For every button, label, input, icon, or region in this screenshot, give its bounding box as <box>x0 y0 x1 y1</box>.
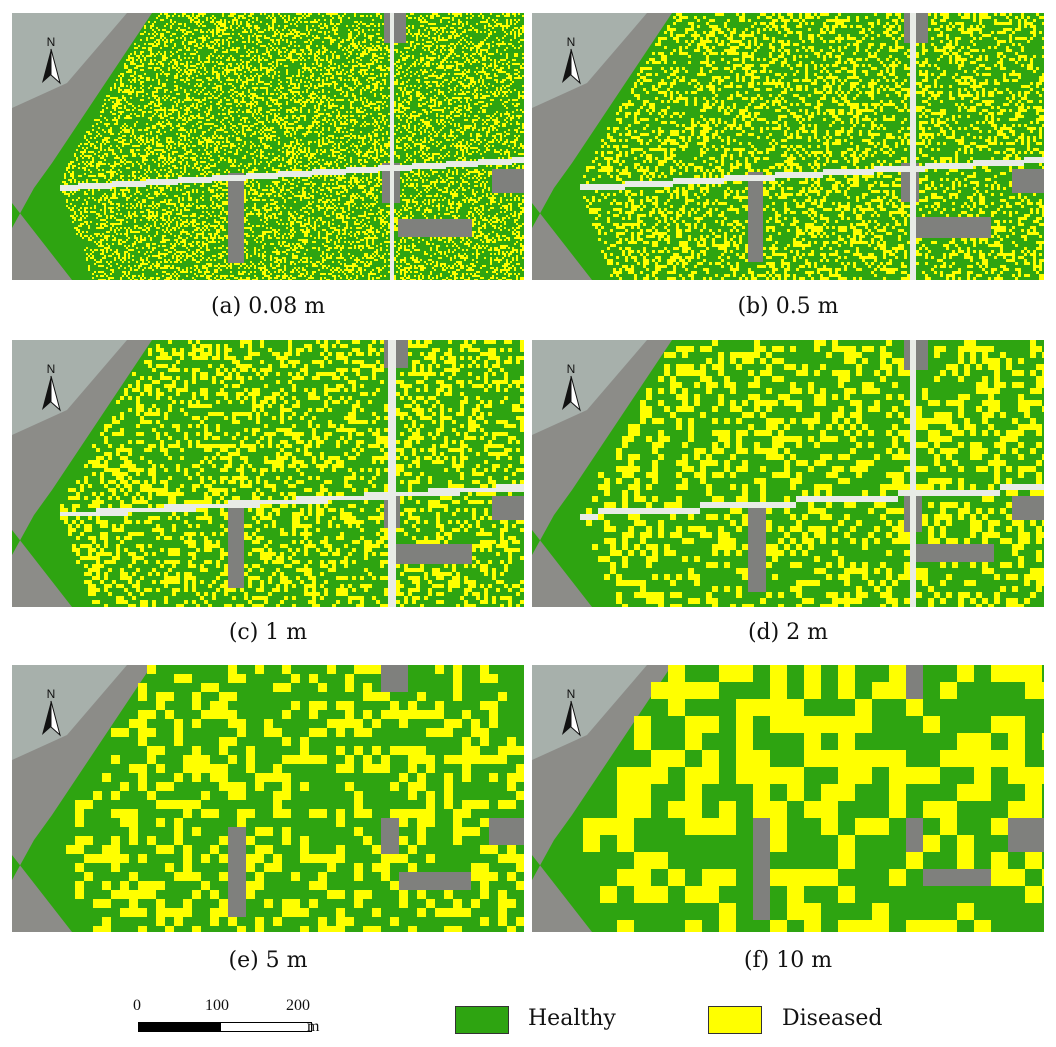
north-arrow-icon: N <box>38 362 64 412</box>
map-raster-a <box>12 13 524 280</box>
panel-caption-c: (c) 1 m <box>12 620 524 645</box>
panel-caption-e: (e) 5 m <box>12 948 524 973</box>
map-raster-d <box>532 340 1044 607</box>
map-panel-c: N <box>12 340 524 607</box>
panel-caption-f: (f) 10 m <box>532 948 1044 973</box>
map-panel-a: N <box>12 13 524 280</box>
north-arrow-icon: N <box>558 687 584 737</box>
legend-swatch-diseased <box>708 1006 762 1034</box>
map-raster-c <box>12 340 524 607</box>
panel-caption-d: (d) 2 m <box>532 620 1044 645</box>
map-raster-f <box>532 665 1044 932</box>
map-raster-b <box>532 13 1044 280</box>
panel-caption-b: (b) 0.5 m <box>532 294 1044 319</box>
scale-bar-white-segment <box>220 1022 312 1032</box>
scale-tick-label: 200 <box>286 997 310 1015</box>
scale-tick-label: 0 <box>133 997 141 1015</box>
scale-bar-black-segment <box>138 1022 220 1032</box>
north-arrow-icon: N <box>558 35 584 85</box>
panel-caption-a: (a) 0.08 m <box>12 294 524 319</box>
map-panel-f: N <box>532 665 1044 932</box>
scale-unit: m <box>307 1018 319 1036</box>
north-arrow-icon: N <box>38 35 64 85</box>
legend-label-diseased: Diseased <box>782 1006 883 1031</box>
north-arrow-icon: N <box>38 687 64 737</box>
legend-swatch-healthy <box>455 1006 509 1034</box>
scale-tick-label: 100 <box>205 997 229 1015</box>
map-panel-e: N <box>12 665 524 932</box>
map-panel-b: N <box>532 13 1044 280</box>
north-arrow-icon: N <box>558 362 584 412</box>
map-raster-e <box>12 665 524 932</box>
map-panel-d: N <box>532 340 1044 607</box>
legend-label-healthy: Healthy <box>528 1006 616 1031</box>
